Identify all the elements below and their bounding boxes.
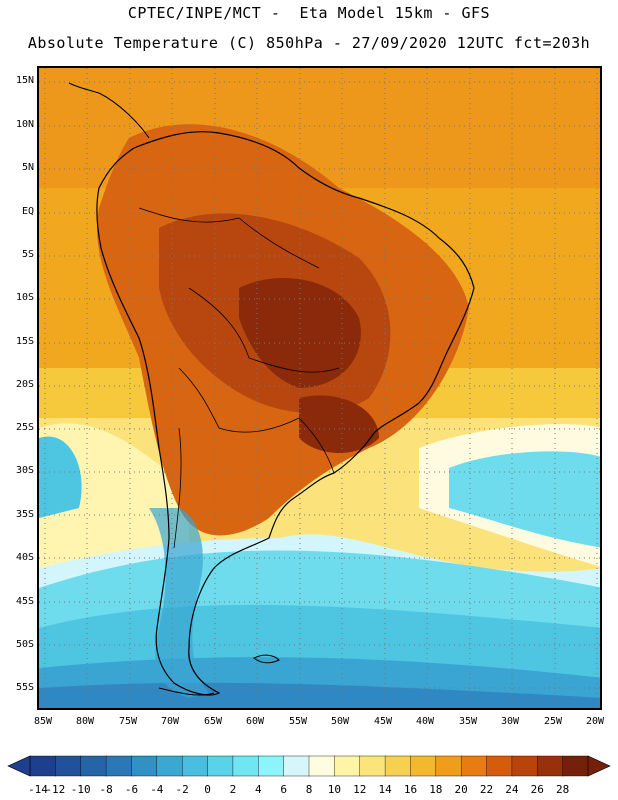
lon-label: 55W — [288, 716, 308, 727]
colorbar-tick-label: -12 — [45, 783, 66, 796]
lat-label: 15S — [15, 336, 34, 347]
lon-label: 40W — [415, 716, 435, 727]
lat-label: EQ — [21, 206, 34, 217]
lat-label: 5N — [21, 162, 34, 173]
lat-label: 40S — [15, 552, 34, 563]
colorbar-tick-label: -6 — [124, 783, 139, 796]
colorbar-tick-label: -4 — [150, 783, 164, 796]
colorbar-swatch — [511, 755, 538, 777]
colorbar-swatch — [460, 755, 488, 777]
lat-label: 10N — [15, 119, 34, 130]
colorbar-swatch — [410, 755, 437, 777]
colorbar-tick-label: -2 — [175, 783, 189, 796]
colorbar-tick-label: -10 — [70, 783, 91, 796]
lon-label: 20W — [585, 716, 605, 727]
lat-label: 50S — [15, 639, 34, 650]
temperature-field — [39, 68, 600, 708]
field-west-cold-spot — [39, 436, 82, 518]
colorbar-tick-label: 12 — [353, 783, 367, 796]
lat-label: 10S — [15, 292, 34, 303]
lat-label: 55S — [15, 682, 34, 693]
falklands — [253, 654, 280, 664]
colorbar-swatch — [384, 755, 412, 777]
colorbar-tick-label: 24 — [505, 783, 519, 796]
country-borders — [138, 207, 340, 549]
colorbar-tick-label: -8 — [99, 783, 113, 796]
lon-label: 25W — [543, 716, 563, 727]
lat-label: 20S — [15, 379, 34, 390]
colorbar-high-arrow — [587, 755, 611, 777]
colorbar-swatch — [207, 755, 234, 777]
colorbar-tick-label: 14 — [378, 783, 392, 796]
colorbar-swatch — [334, 755, 361, 777]
colorbar-tick-label: 6 — [280, 783, 287, 796]
lon-label: 80W — [75, 716, 95, 727]
lon-label: 45W — [373, 716, 393, 727]
colorbar-swatch — [258, 755, 285, 777]
colorbar-swatch — [105, 755, 133, 777]
colorbar-low-arrow — [7, 755, 31, 777]
colorbar-tick-label: 8 — [305, 783, 313, 796]
lat-label: 15N — [15, 75, 34, 86]
colorbar-swatch — [486, 755, 513, 777]
colorbar-tick-label: 28 — [556, 783, 570, 796]
map-title-line-2: Absolute Temperature (C) 850hPa - 27/09/… — [27, 34, 591, 52]
colorbar-tick-label: 10 — [327, 783, 341, 796]
colorbar-tick-label: 2 — [229, 783, 237, 796]
south-america-coastline — [96, 131, 475, 696]
colorbar-swatch — [308, 755, 336, 777]
graticule — [39, 68, 600, 708]
colorbar — [7, 755, 611, 777]
map-title-line-1: CPTEC/INPE/MCT - Eta Model 15km - GFS — [127, 4, 491, 22]
lon-label: 30W — [500, 716, 520, 727]
colorbar-tick-label: 0 — [204, 783, 211, 796]
colorbar-swatch — [435, 755, 462, 777]
lat-label: 30S — [15, 465, 34, 476]
colorbar-swatch — [537, 755, 564, 777]
colorbar-tick-label: 4 — [254, 783, 262, 796]
lon-label: 60W — [245, 716, 265, 727]
lat-label: 35S — [15, 509, 34, 520]
colorbar-swatches — [29, 755, 589, 777]
lon-label: 85W — [33, 716, 53, 727]
lon-label: 65W — [203, 716, 223, 727]
lon-label: 50W — [330, 716, 350, 727]
colorbar-tick-label: 20 — [454, 783, 468, 796]
colorbar-swatch — [232, 755, 259, 777]
colorbar-tick-label: -14 — [28, 783, 48, 796]
lat-label: 5S — [21, 249, 34, 260]
colorbar-tick-label: 26 — [530, 783, 544, 796]
colorbar-swatch — [156, 755, 183, 777]
colorbar-swatch — [283, 755, 310, 777]
caribbean-coastline — [68, 82, 100, 94]
field-southeast-hot — [299, 395, 379, 453]
colorbar-tick-label: 18 — [429, 783, 443, 796]
colorbar-tick-label: 16 — [403, 783, 418, 796]
temperature-map[interactable] — [37, 66, 602, 710]
central-america-coastline — [98, 92, 150, 139]
colorbar-swatch — [131, 755, 158, 777]
colorbar-swatch — [181, 755, 209, 777]
colorbar-swatch — [562, 755, 589, 777]
lon-label: 35W — [458, 716, 478, 727]
field-patagonia — [149, 508, 209, 698]
colorbar-swatch — [359, 755, 386, 777]
lat-label: 45S — [15, 596, 34, 607]
lon-label: 75W — [118, 716, 138, 727]
tierra-del-fuego — [158, 687, 215, 696]
colorbar-tick-label: 22 — [479, 783, 494, 796]
colorbar-swatch — [29, 755, 57, 777]
colorbar-swatch — [55, 755, 82, 777]
colorbar-swatch — [80, 755, 107, 777]
lon-label: 70W — [160, 716, 180, 727]
lat-label: 25S — [15, 422, 34, 433]
field-east-cyan — [449, 451, 600, 548]
